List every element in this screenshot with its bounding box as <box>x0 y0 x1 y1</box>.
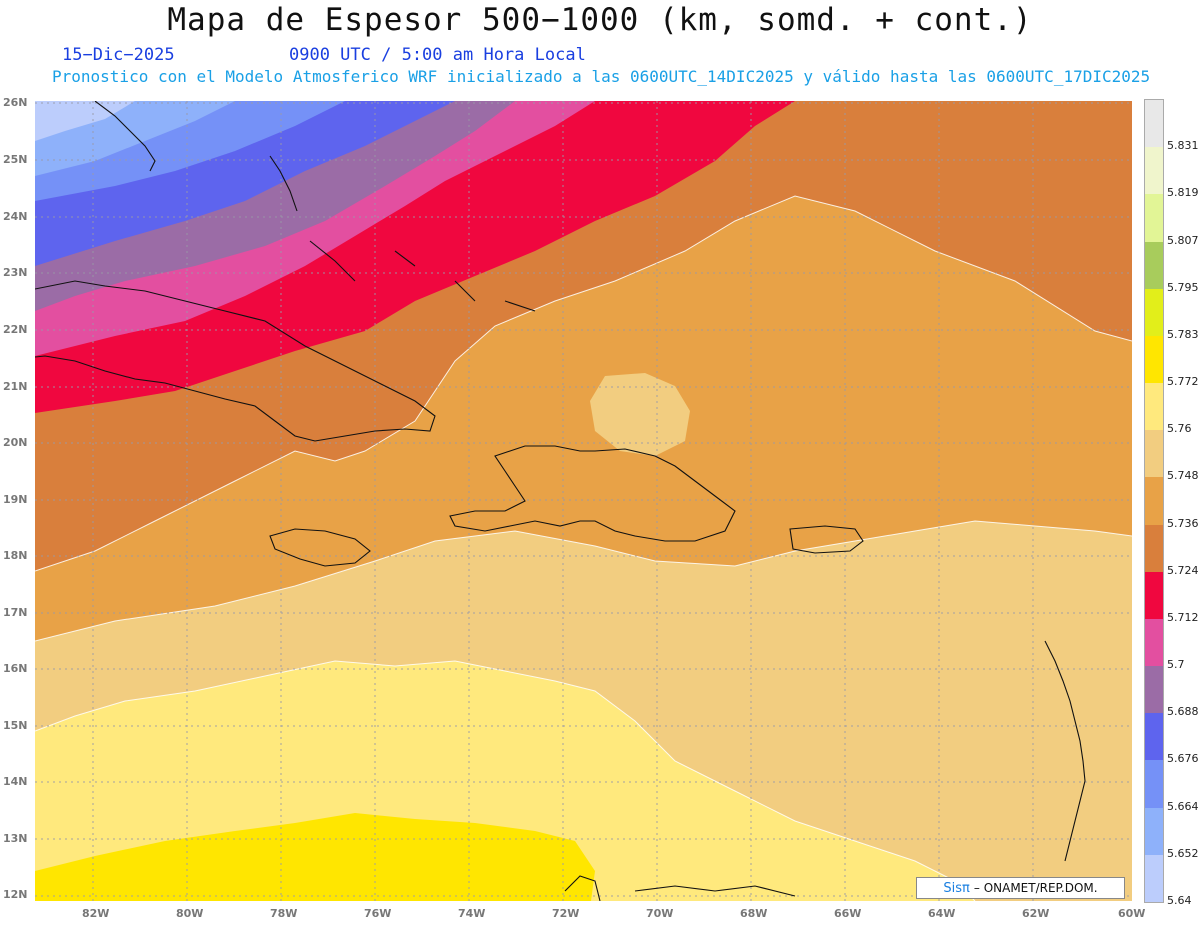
colorbar-swatch <box>1145 335 1163 384</box>
colorbar-label: 5.7 <box>1167 658 1185 672</box>
contour-lines <box>35 195 1132 901</box>
colorbar-label: 5.76 <box>1167 422 1192 436</box>
colorbar-swatch <box>1145 524 1163 573</box>
cuba-outline <box>35 280 436 442</box>
jamaica-outline <box>269 528 371 567</box>
colorbar-swatch <box>1145 807 1163 856</box>
colorbar-label: 5.64 <box>1167 894 1192 907</box>
coastlines <box>35 101 1086 901</box>
antilles-outline <box>1044 640 1086 862</box>
sispi-logo: Sisπ <box>943 880 970 896</box>
colorbar-swatch <box>1145 666 1163 714</box>
colorbar-swatch <box>1145 713 1163 761</box>
lat-lon-grid <box>35 101 1132 901</box>
lat-label: 21N <box>3 380 28 393</box>
colorbar-label: 5.688 <box>1167 705 1199 719</box>
band-5640 <box>35 101 135 141</box>
colorbar-label: 5.664 <box>1167 799 1199 813</box>
lat-label: 26N <box>3 96 28 109</box>
south-america-outline <box>564 875 796 901</box>
colorbar <box>1144 99 1164 903</box>
lon-label: 64W <box>928 907 956 920</box>
colorbar-swatch <box>1145 100 1163 148</box>
hispaniola-outline <box>449 445 736 542</box>
colorbar-swatch <box>1145 760 1163 809</box>
lat-label: 13N <box>3 832 28 845</box>
lon-label: 66W <box>834 907 862 920</box>
lat-label: 17N <box>3 606 28 619</box>
colorbar-swatch <box>1145 618 1163 667</box>
colorbar-swatch <box>1145 241 1163 290</box>
lat-label: 24N <box>3 210 28 223</box>
lon-label: 62W <box>1022 907 1050 920</box>
forecast-date: 15−Dic−2025 <box>62 45 175 65</box>
colorbar-swatch <box>1145 147 1163 195</box>
lat-label: 22N <box>3 323 28 336</box>
lon-label: 74W <box>458 907 486 920</box>
credit-text: – ONAMET/REP.DOM. <box>973 881 1098 895</box>
lon-label: 72W <box>552 907 580 920</box>
credit-box: Sisπ – ONAMET/REP.DOM. <box>916 877 1125 899</box>
colorbar-swatch <box>1145 854 1163 903</box>
colorbar-swatch <box>1145 430 1163 478</box>
lon-label: 60W <box>1118 907 1146 920</box>
colorbar-swatch <box>1145 383 1163 431</box>
lat-label: 14N <box>3 775 28 788</box>
lon-label: 68W <box>740 907 768 920</box>
lat-label: 18N <box>3 549 28 562</box>
lat-label: 16N <box>3 662 28 675</box>
colorbar-label: 5.676 <box>1167 752 1199 766</box>
colorbar-label: 5.652 <box>1167 846 1199 860</box>
colorbar-label: 5.736 <box>1167 516 1199 530</box>
lon-label: 82W <box>82 907 110 920</box>
lat-label: 25N <box>3 153 28 166</box>
lat-label: 23N <box>3 266 28 279</box>
colorbar-swatch <box>1145 477 1163 526</box>
lon-label: 70W <box>646 907 674 920</box>
lat-label: 20N <box>3 436 28 449</box>
colorbar-label: 5.795 <box>1167 280 1199 294</box>
colorbar-swatch <box>1145 194 1163 243</box>
forecast-time: 0900 UTC / 5:00 am Hora Local <box>289 45 586 65</box>
colorbar-label: 5.748 <box>1167 469 1199 483</box>
lon-label: 76W <box>364 907 392 920</box>
florida-outline <box>94 101 156 172</box>
lat-label: 19N <box>3 493 28 506</box>
bahamas-outline <box>269 155 536 312</box>
lat-label: 12N <box>3 888 28 901</box>
colorbar-label: 5.712 <box>1167 610 1199 624</box>
lat-label: 15N <box>3 719 28 732</box>
colorbar-swatch <box>1145 571 1163 620</box>
colorbar-label: 5.819 <box>1167 186 1199 200</box>
band-5772 <box>35 813 595 901</box>
lon-label: 78W <box>270 907 298 920</box>
colorbar-label: 5.783 <box>1167 327 1199 341</box>
lon-label: 80W <box>176 907 204 920</box>
colorbar-label: 5.831 <box>1167 139 1199 153</box>
model-info: Pronostico con el Modelo Atmosferico WRF… <box>52 67 1151 86</box>
band-5748-hispaniola <box>590 373 690 456</box>
thickness-map <box>35 101 1132 901</box>
map-title: Mapa de Espesor 500−1000 (km, somd. + co… <box>167 2 1033 38</box>
colorbar-label: 5.724 <box>1167 563 1199 577</box>
puerto-rico-outline <box>789 525 864 554</box>
map-canvas <box>35 101 1132 901</box>
colorbar-swatch <box>1145 288 1163 337</box>
colorbar-label: 5.807 <box>1167 233 1199 247</box>
colorbar-label: 5.772 <box>1167 375 1199 389</box>
